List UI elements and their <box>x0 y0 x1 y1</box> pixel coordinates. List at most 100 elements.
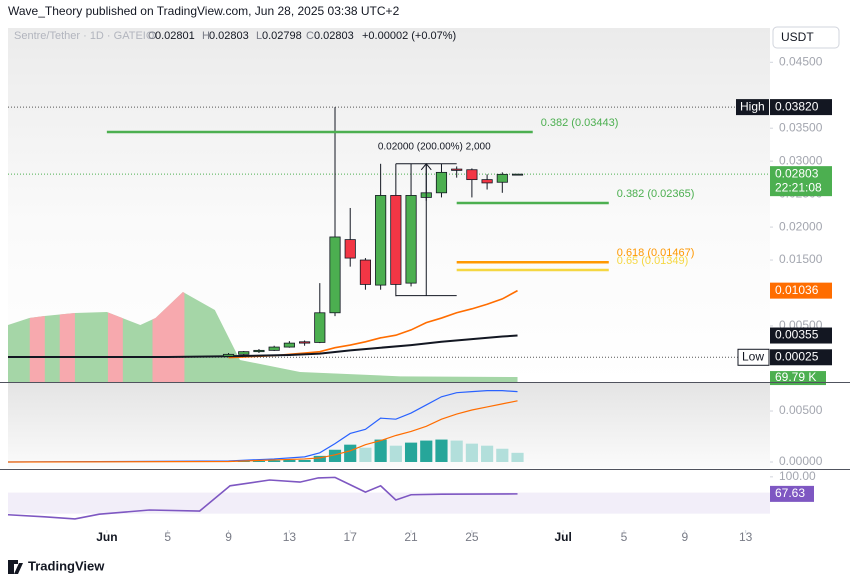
candle-body <box>359 259 371 285</box>
x-tick-label: 5 <box>621 530 628 544</box>
y-tick-label: 0.03000 <box>779 153 823 167</box>
macd-histogram-bar <box>420 440 433 462</box>
fib-label: 0.618 (0.01467) <box>617 247 695 259</box>
low-value-tag <box>770 349 832 366</box>
candle-body <box>329 236 341 314</box>
ohlc-value: 0.02801 <box>155 30 195 42</box>
countdown: 22:21:08 <box>775 180 822 194</box>
macd-line <box>7 390 518 463</box>
high-value-tag <box>770 99 832 116</box>
volume-tag <box>770 371 826 386</box>
ohlc-key: C <box>306 30 314 42</box>
x-tick-label: 17 <box>344 530 358 544</box>
volume-down-range <box>59 292 75 382</box>
macd-line <box>7 400 518 463</box>
ohlc-key: O <box>148 30 157 42</box>
macd-histogram-bar <box>344 444 357 462</box>
x-tick-label: 21 <box>404 530 418 544</box>
symbol: Sentre/Tether · 1D · GATEIO <box>14 30 155 42</box>
macd-histogram-bar <box>268 460 281 462</box>
macd-histogram-bar <box>511 452 524 462</box>
fib-label: 0.382 (0.02365) <box>617 188 695 200</box>
candle-body <box>481 179 493 184</box>
y-tick-label: 0.02000 <box>779 219 823 233</box>
y-tick-label: 0.04500 <box>779 54 823 68</box>
high-value: 0.03820 <box>775 99 819 113</box>
high-tag <box>736 99 769 116</box>
macd-histogram-bar <box>496 448 509 462</box>
x-tick-label: 13 <box>283 530 297 544</box>
brand-logo <box>8 560 23 574</box>
x-tick-label: 25 <box>465 530 479 544</box>
candle-body <box>405 195 417 284</box>
x-tick-label: Jun <box>96 530 117 544</box>
macd-histogram-bar <box>435 439 448 462</box>
y-tick-label: 100.00 <box>779 469 816 483</box>
high-tag-text: High <box>740 99 765 113</box>
candle-body <box>314 312 326 343</box>
currency[interactable]: USDT <box>781 30 814 44</box>
x-tick-label: 9 <box>225 530 232 544</box>
macd-histogram-bar <box>328 449 342 462</box>
macd-histogram-bar <box>359 447 372 462</box>
ohlc-key: L <box>256 30 262 42</box>
candle-body <box>496 173 508 183</box>
ohlc-value: 0.02798 <box>262 30 302 42</box>
x-tick-label: 9 <box>681 530 688 544</box>
ma-tag <box>770 282 832 299</box>
y-tick-label: 0.00000 <box>779 454 823 468</box>
rsi-tag <box>770 485 814 502</box>
macd-histogram-bar <box>481 445 494 462</box>
low-value: 0.00025 <box>775 349 819 363</box>
chart-layer: 0.045000.035000.030000.025000.020000.015… <box>7 54 832 544</box>
macd-histogram-bar <box>283 459 296 462</box>
candle-body <box>390 195 402 285</box>
candle-body <box>222 353 235 357</box>
x-tick-label: Jul <box>554 530 571 544</box>
macd-histogram-bar <box>465 443 478 462</box>
macd-histogram-bar <box>450 440 463 462</box>
low-tag <box>737 348 770 366</box>
volume-value: 69.79 K <box>775 370 816 384</box>
brand: TradingView <box>28 558 105 573</box>
rsi-pane <box>8 470 770 530</box>
ma-value: 0.00355 <box>775 328 819 342</box>
candle-body <box>268 346 280 351</box>
y-tick-label: 0.01500 <box>779 252 823 266</box>
rsi-value: 67.63 <box>775 486 805 500</box>
y-tick-label: 0.03500 <box>779 120 823 134</box>
macd-histogram-bar <box>389 445 402 462</box>
candle-body <box>283 342 295 348</box>
ohlc-value: 0.02803 <box>209 30 249 42</box>
candle-body <box>253 349 265 353</box>
candle-body <box>466 169 478 181</box>
change: +0.00002 (+0.07%) <box>362 30 456 42</box>
y-tick-label: 0.00500 <box>779 403 823 417</box>
fib-label: 0.65 (0.01349) <box>617 255 689 267</box>
publisher: Wave_Theory published on TradingView.com… <box>8 4 400 18</box>
price-value: 0.02803 <box>775 166 819 180</box>
candle-body <box>344 239 356 259</box>
low-tag-text: Low <box>742 349 764 363</box>
ohlc-value: 0.02803 <box>314 30 354 42</box>
candle-body <box>435 171 448 194</box>
fib-label: 0.382 (0.03443) <box>541 117 619 129</box>
macd-histogram-bar <box>374 439 387 462</box>
rsi-line <box>7 476 518 520</box>
x-tick-label: 5 <box>164 530 171 544</box>
ma-tag <box>770 327 832 344</box>
price-tag <box>770 166 832 197</box>
measure-label: 0.02000 (200.00%) 2,000 <box>378 141 491 152</box>
candle-body <box>451 168 463 171</box>
candle-body <box>299 341 311 344</box>
x-tick-label: 13 <box>739 530 753 544</box>
measure-arrowhead <box>420 163 432 171</box>
currency-button[interactable] <box>772 26 840 49</box>
candle-body <box>375 195 387 286</box>
rsi-band <box>8 492 770 514</box>
macd-histogram-bar <box>298 459 311 462</box>
macd-histogram-bar <box>237 461 250 462</box>
macd-histogram-bar <box>313 455 326 462</box>
ma-value: 0.01036 <box>775 283 819 297</box>
